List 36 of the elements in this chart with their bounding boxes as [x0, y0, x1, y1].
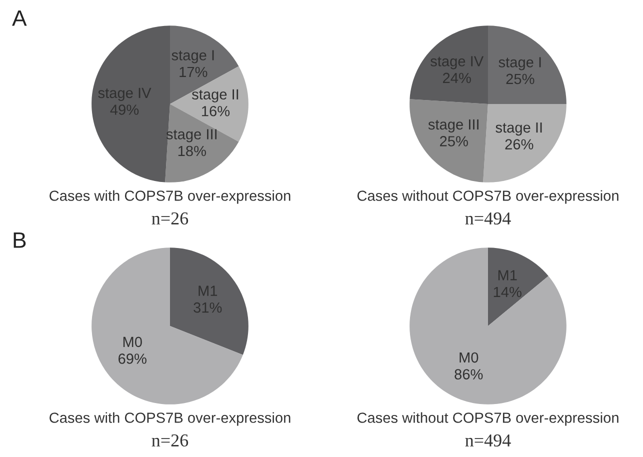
- data-label: 16%: [202, 106, 230, 116]
- pie-slice: [92, 248, 243, 404]
- slice-label: stage I: [172, 50, 214, 64]
- slice-label: stage II: [496, 122, 542, 136]
- pie-slice: [488, 26, 566, 104]
- slice-label: M0: [460, 352, 478, 363]
- data-label: 86%: [454, 369, 483, 380]
- pie-slice: [170, 248, 248, 355]
- slice-label: M0: [123, 336, 142, 348]
- data-label: 18%: [178, 146, 206, 156]
- text: Cases without COPS7B over-expression: [357, 412, 618, 426]
- data-label: 25%: [506, 74, 534, 84]
- text: Cases with COPS7B over-expression: [50, 412, 290, 426]
- text: Cases without COPS7B over-expression: [357, 190, 618, 204]
- text: n=494: [465, 434, 511, 447]
- slice-label: stage III: [166, 129, 217, 142]
- data-label: 26%: [505, 139, 534, 150]
- text: n=494: [465, 212, 511, 225]
- text: Cases with COPS7B over-expression: [50, 190, 290, 204]
- slice-label: stage II: [192, 89, 238, 102]
- pie-slice: [410, 99, 488, 182]
- pie-slice: [483, 104, 566, 182]
- data-label: 17%: [180, 66, 208, 78]
- text: B: [14, 232, 26, 248]
- text: n=26: [152, 212, 188, 225]
- slice-label: stage I: [498, 57, 541, 70]
- text: A: [12, 10, 27, 26]
- pie-slice: [410, 26, 488, 104]
- data-label: 25%: [440, 136, 468, 146]
- pie-slice: [488, 248, 548, 326]
- pie-slice: [410, 248, 566, 404]
- pie-slice: [170, 26, 239, 104]
- data-label: 69%: [118, 354, 146, 364]
- pie-slice: [165, 104, 239, 182]
- text: n=26: [152, 434, 188, 447]
- slice-label: stage III: [428, 119, 478, 132]
